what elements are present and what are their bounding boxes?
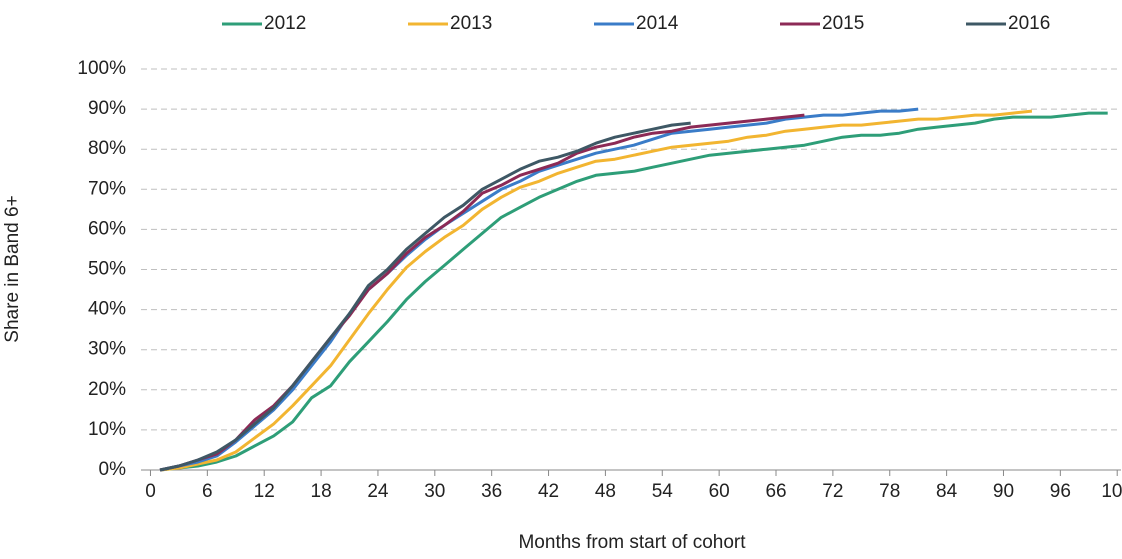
y-tick-label: 0% bbox=[99, 459, 127, 480]
series-line bbox=[159, 121, 691, 472]
x-tick-label: 102 bbox=[1101, 481, 1122, 502]
y-tick-label: 40% bbox=[88, 299, 126, 320]
legend-label: 2013 bbox=[450, 13, 492, 34]
series-line bbox=[159, 109, 1033, 472]
x-tick-label: 24 bbox=[367, 481, 389, 502]
x-tick-label: 84 bbox=[936, 481, 958, 502]
legend-label: 2015 bbox=[822, 13, 864, 34]
y-tick-label: 70% bbox=[88, 178, 126, 199]
series-line bbox=[159, 113, 805, 472]
x-tick-label: 78 bbox=[879, 481, 900, 502]
x-axis-label: Months from start of cohort bbox=[518, 532, 746, 553]
y-tick-label: 100% bbox=[77, 58, 126, 79]
x-tick-label: 36 bbox=[481, 481, 502, 502]
x-tick-label: 0 bbox=[145, 481, 156, 502]
y-axis-label: Share in Band 6+ bbox=[2, 195, 23, 342]
x-tick-label: 66 bbox=[765, 481, 786, 502]
y-tick-label: 50% bbox=[88, 259, 126, 280]
legend-label: 2012 bbox=[264, 13, 306, 34]
x-tick-label: 54 bbox=[652, 481, 674, 502]
x-tick-label: 72 bbox=[822, 481, 843, 502]
x-tick-label: 48 bbox=[595, 481, 616, 502]
legend-label: 2014 bbox=[636, 13, 679, 34]
x-tick-label: 6 bbox=[202, 481, 213, 502]
y-tick-label: 10% bbox=[88, 419, 126, 440]
x-tick-label: 42 bbox=[538, 481, 559, 502]
series-line bbox=[159, 107, 919, 472]
x-tick-label: 18 bbox=[311, 481, 332, 502]
y-tick-label: 90% bbox=[88, 98, 126, 119]
series-line bbox=[159, 111, 1108, 472]
y-tick-label: 80% bbox=[88, 138, 126, 159]
x-tick-label: 96 bbox=[1050, 481, 1071, 502]
x-tick-label: 90 bbox=[993, 481, 1014, 502]
y-tick-label: 20% bbox=[88, 379, 126, 400]
x-tick-label: 60 bbox=[709, 481, 730, 502]
y-tick-label: 60% bbox=[88, 218, 126, 239]
x-tick-label: 12 bbox=[254, 481, 275, 502]
y-tick-label: 30% bbox=[88, 339, 126, 360]
x-tick-label: 30 bbox=[424, 481, 445, 502]
legend-label: 2016 bbox=[1008, 13, 1050, 34]
